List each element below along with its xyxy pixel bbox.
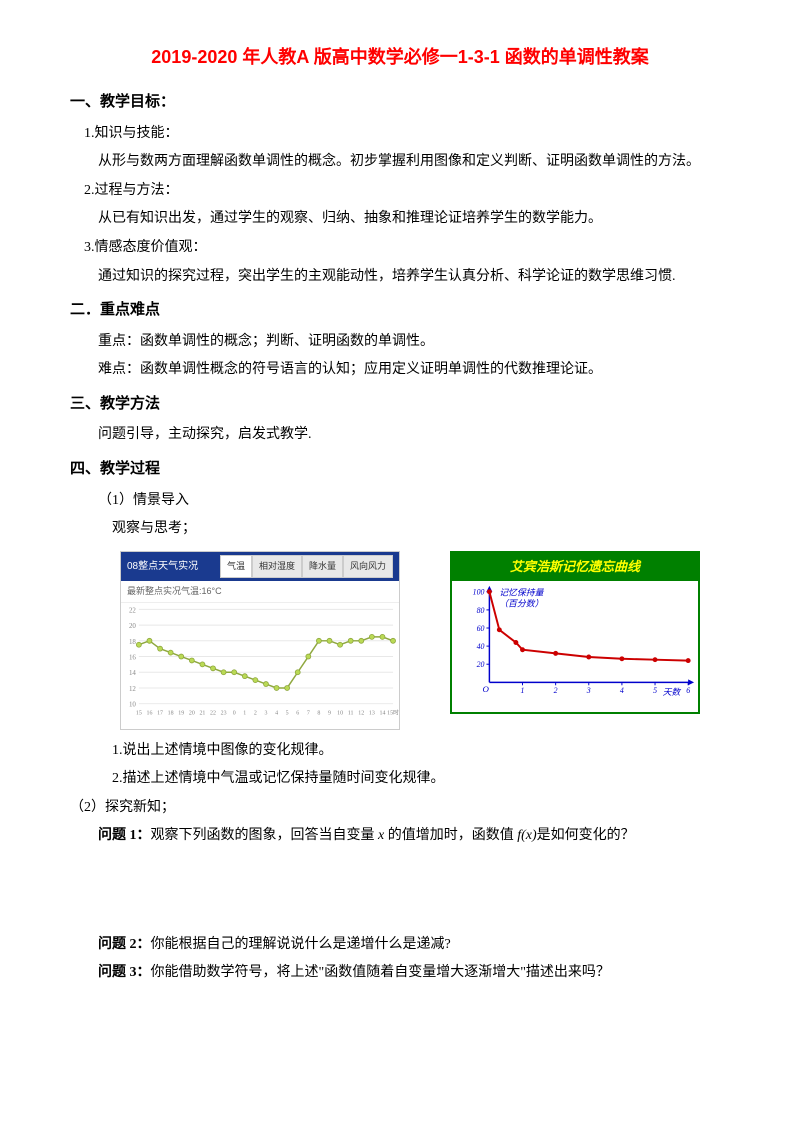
observe-think-label: 观察与思考； (70, 516, 730, 543)
question-3-text: 你能借助数学符号，将上述"函数值随着自变量增大逐渐增大"描述出来吗？ (151, 965, 610, 980)
svg-text:23: 23 (221, 711, 227, 717)
svg-text:记忆保持量: 记忆保持量 (499, 588, 544, 598)
svg-text:60: 60 (477, 624, 485, 633)
knowledge-skills-label: 1.知识与技能： (70, 121, 730, 148)
knowledge-skills-text: 从形与数两方面理解函数单调性的概念。初步掌握利用图像和定义判断、证明函数单调性的… (70, 149, 730, 176)
svg-text:10: 10 (129, 701, 136, 709)
memory-chart-title: 艾宾浩斯记忆遗忘曲线 (452, 553, 698, 582)
process-method-label: 2.过程与方法： (70, 178, 730, 205)
svg-text:22: 22 (129, 606, 136, 614)
svg-text:6: 6 (686, 687, 690, 696)
weather-header: 08整点天气实况 气温 相对湿度 降水量 风向风力 (121, 552, 399, 581)
question-2-label: 问题 2： (98, 937, 151, 952)
svg-text:（百分数）: （百分数） (499, 599, 543, 609)
svg-text:天数: 天数 (663, 688, 682, 698)
difficulty-text: 难点：函数单调性概念的符号语言的认知；应用定义证明单调性的代数推理论证。 (70, 357, 730, 384)
section-4-heading: 四、教学过程 (70, 455, 730, 484)
svg-text:14: 14 (129, 669, 136, 677)
svg-text:40: 40 (477, 642, 485, 651)
weather-tab-temp[interactable]: 气温 (220, 555, 252, 578)
question-1: 问题 1：观察下列函数的图象，回答当自变量 x 的值增加时，函数值 f(x)是如… (70, 823, 730, 850)
question-3: 问题 3：你能借助数学符号，将上述"函数值随着自变量增大逐渐增大"描述出来吗？ (70, 960, 730, 987)
question-1-fx: f(x) (517, 828, 536, 843)
svg-text:11: 11 (348, 711, 354, 717)
svg-text:2: 2 (254, 711, 257, 717)
charts-container: 08整点天气实况 气温 相对湿度 降水量 风向风力 最新整点实况气温:16°C … (120, 551, 730, 730)
svg-text:18: 18 (168, 711, 174, 717)
svg-text:20: 20 (477, 661, 485, 670)
svg-text:2: 2 (554, 687, 558, 696)
svg-text:0: 0 (233, 711, 236, 717)
section-1-heading: 一、教学目标： (70, 88, 730, 117)
svg-text:16: 16 (129, 653, 136, 661)
svg-text:15: 15 (136, 711, 142, 717)
svg-text:5: 5 (286, 711, 289, 717)
svg-text:13: 13 (369, 711, 375, 717)
observation-item-1: 1.说出上述情境中图像的变化规律。 (70, 738, 730, 765)
section-3-heading: 三、教学方法 (70, 390, 730, 419)
svg-text:3: 3 (586, 687, 591, 696)
svg-text:1: 1 (521, 687, 525, 696)
process-method-text: 从已有知识出发，通过学生的观察、归纳、抽象和推理论证培养学生的数学能力。 (70, 206, 730, 233)
scenario-intro-label: （1）情景导入 (70, 488, 730, 515)
svg-text:12: 12 (358, 711, 364, 717)
question-3-label: 问题 3： (98, 965, 151, 980)
weather-tab-rain[interactable]: 降水量 (302, 555, 343, 578)
svg-text:9: 9 (328, 711, 331, 717)
key-point-text: 重点：函数单调性的概念；判断、证明函数的单调性。 (70, 329, 730, 356)
svg-text:10: 10 (337, 711, 343, 717)
document-title: 2019-2020 年人教A 版高中数学必修一1-3-1 函数的单调性教案 (70, 40, 730, 74)
svg-text:8: 8 (317, 711, 320, 717)
memory-plot-svg: 20 40 60 80 100 1 2 3 4 5 6 记忆保持量（百分数） 天数 O (452, 581, 698, 701)
weather-tabs: 气温 相对湿度 降水量 风向风力 (220, 555, 393, 578)
observation-item-2: 2.描述上述情境中气温或记忆保持量随时间变化规律。 (70, 766, 730, 793)
explore-new-label: （2）探究新知； (70, 795, 730, 822)
question-2-text: 你能根据自己的理解说说什么是递增什么是递减? (151, 937, 451, 952)
weather-header-title: 08整点天气实况 (127, 557, 198, 576)
question-1-text-c: 是如何变化的？ (537, 828, 635, 843)
weather-chart: 08整点天气实况 气温 相对湿度 降水量 风向风力 最新整点实况气温:16°C … (120, 551, 400, 730)
weather-tab-humidity[interactable]: 相对湿度 (252, 555, 302, 578)
svg-text:16: 16 (146, 711, 152, 717)
svg-text:17: 17 (157, 711, 163, 717)
svg-text:4: 4 (620, 687, 624, 696)
svg-text:1: 1 (243, 711, 246, 717)
svg-text:80: 80 (477, 606, 485, 615)
svg-text:22: 22 (210, 711, 216, 717)
section-2-heading: 二．重点难点 (70, 296, 730, 325)
question-1-label: 问题 1： (98, 828, 151, 843)
svg-text:100: 100 (473, 588, 485, 597)
svg-text:7: 7 (307, 711, 310, 717)
question-1-text-b: 的值增加时，函数值 (384, 828, 517, 843)
weather-plot-svg: 1012141618202215161718192021222301234567… (121, 603, 399, 718)
svg-text:19: 19 (178, 711, 184, 717)
answer-space (70, 852, 730, 932)
memory-chart: 艾宾浩斯记忆遗忘曲线 20 40 60 80 100 1 2 3 4 5 6 记忆保持量（百分数） 天数… (450, 551, 700, 714)
svg-text:15时: 15时 (387, 709, 399, 717)
svg-text:12: 12 (129, 685, 136, 693)
svg-text:14: 14 (379, 711, 385, 717)
svg-text:6: 6 (296, 711, 299, 717)
svg-text:18: 18 (129, 638, 136, 646)
svg-text:3: 3 (264, 711, 267, 717)
svg-text:20: 20 (189, 711, 195, 717)
svg-text:20: 20 (129, 622, 136, 630)
svg-text:O: O (483, 685, 490, 695)
weather-subheader: 最新整点实况气温:16°C (121, 581, 399, 603)
question-1-text-a: 观察下列函数的图象，回答当自变量 (151, 828, 379, 843)
question-2: 问题 2：你能根据自己的理解说说什么是递增什么是递减? (70, 932, 730, 959)
emotion-attitude-text: 通过知识的探究过程，突出学生的主观能动性，培养学生认真分析、科学论证的数学思维习… (70, 264, 730, 291)
weather-tab-wind[interactable]: 风向风力 (343, 555, 393, 578)
emotion-attitude-label: 3.情感态度价值观： (70, 235, 730, 262)
svg-text:21: 21 (199, 711, 205, 717)
svg-text:5: 5 (653, 687, 657, 696)
svg-text:4: 4 (275, 711, 278, 717)
teaching-method-text: 问题引导，主动探究，启发式教学. (70, 422, 730, 449)
